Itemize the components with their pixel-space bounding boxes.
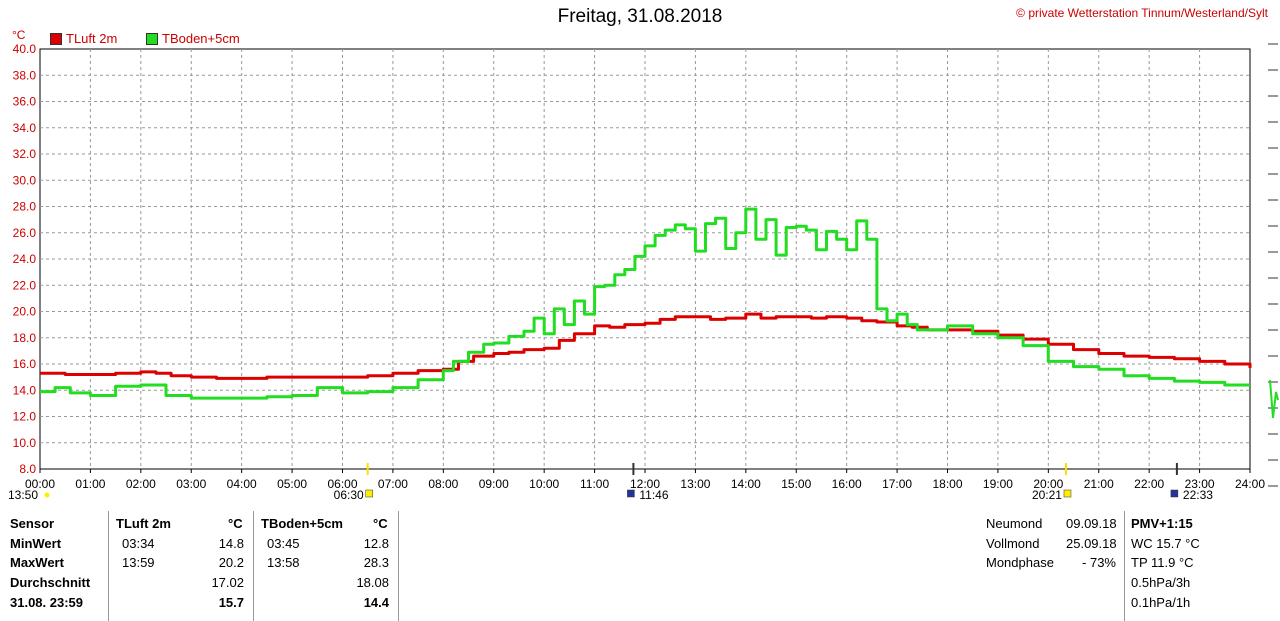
series-line-tboden bbox=[40, 207, 1250, 400]
time-marker-icon bbox=[627, 489, 635, 498]
x-tick-label: 06:00 bbox=[327, 477, 357, 491]
tboden-current-value: 14.4 bbox=[363, 595, 389, 610]
x-tick-label: 20:00 bbox=[1033, 477, 1063, 491]
x-tick-label: 15:00 bbox=[781, 477, 811, 491]
y-tick-label: 8.0 bbox=[19, 462, 36, 476]
moon-new-value: 09.09.18 bbox=[1066, 516, 1117, 531]
chart-title: Freitag, 31.08.2018 bbox=[557, 6, 723, 27]
x-tick-label: 12:00 bbox=[630, 477, 660, 491]
time-marker-icon bbox=[1170, 489, 1179, 498]
tluft-max-time: 13:59 bbox=[122, 555, 155, 570]
x-tick-label: 00:00 bbox=[25, 477, 55, 491]
start-marker-dot bbox=[44, 492, 50, 498]
x-tick-label: 07:00 bbox=[378, 477, 408, 491]
time-marker-label: 20:21 bbox=[1032, 488, 1062, 502]
y-tick-label: 22.0 bbox=[13, 278, 37, 292]
legend-swatch-tluft bbox=[50, 32, 62, 45]
tluft-current-value: 15.7 bbox=[218, 595, 244, 610]
x-tick-label: 08:00 bbox=[428, 477, 458, 491]
y-tick-label: 10.0 bbox=[13, 436, 37, 450]
x-tick-label: 03:00 bbox=[176, 477, 206, 491]
y-tick-label: 14.0 bbox=[13, 383, 37, 397]
x-tick-label: 10:00 bbox=[529, 477, 559, 491]
tboden-max-time: 13:58 bbox=[267, 555, 300, 570]
y-tick-label: 28.0 bbox=[13, 200, 37, 214]
x-tick-label: 14:00 bbox=[731, 477, 761, 491]
tluft-header: TLuft 2m bbox=[116, 516, 171, 531]
row-label-max: MaxWert bbox=[10, 555, 64, 570]
tboden-unit: °C bbox=[373, 516, 388, 531]
time-marker-icon bbox=[1063, 489, 1072, 498]
time-marker-label: 06:30 bbox=[334, 488, 364, 502]
stats-panel: Sensor TLuft 2m °C TBoden+5cm °C MinWert… bbox=[0, 511, 1280, 621]
y-tick-label: 34.0 bbox=[13, 121, 37, 135]
tluft-min-time: 03:34 bbox=[122, 536, 155, 551]
tboden-header: TBoden+5cm bbox=[261, 516, 343, 531]
tboden-min-value: 12.8 bbox=[363, 536, 389, 551]
y-tick-label: 12.0 bbox=[13, 410, 37, 424]
row-label-min: MinWert bbox=[10, 536, 62, 551]
row-label-avg: Durchschnitt bbox=[10, 575, 91, 590]
y-tick-label: 38.0 bbox=[13, 68, 37, 82]
x-tick-label: 16:00 bbox=[832, 477, 862, 491]
y-tick-label: 36.0 bbox=[13, 95, 37, 109]
moon-full-label: Vollmond bbox=[986, 536, 1040, 551]
tluft-avg-value: 17.02 bbox=[211, 575, 244, 590]
y-tick-label: 24.0 bbox=[13, 252, 37, 266]
x-tick-label: 22:00 bbox=[1134, 477, 1164, 491]
tluft-min-value: 14.8 bbox=[218, 536, 244, 551]
y-tick-label: 30.0 bbox=[13, 173, 37, 187]
x-tick-label: 21:00 bbox=[1084, 477, 1114, 491]
tboden-max-value: 28.3 bbox=[363, 555, 389, 570]
x-tick-label: 19:00 bbox=[983, 477, 1013, 491]
moon-full-value: 25.09.18 bbox=[1066, 536, 1117, 551]
legend-item-tluft: TLuft 2m bbox=[50, 31, 117, 46]
copyright-notice: © private Wetterstation Tinnum/Westerlan… bbox=[1016, 6, 1268, 20]
legend-label-tluft: TLuft 2m bbox=[66, 31, 118, 46]
x-tick-label: 24:00 bbox=[1235, 477, 1265, 491]
chart-area: 8.0 10.0 12.0 14.0 16.0 18.0 20.0 22.0 24.0 26.0 2… bbox=[8, 28, 1279, 502]
y-tick-label: 32.0 bbox=[13, 147, 37, 161]
x-tick-label: 23:00 bbox=[1185, 477, 1215, 491]
moon-phase-label: Mondphase bbox=[986, 555, 1054, 570]
y-tick-label: 20.0 bbox=[13, 305, 37, 319]
time-marker-label: 11:46 bbox=[639, 488, 668, 502]
y-tick-label: 16.0 bbox=[13, 357, 37, 371]
pressure-1h-value: 0.1hPa/1h bbox=[1131, 595, 1191, 610]
start-time-label: 13:50 bbox=[8, 488, 38, 502]
row-label-current: 31.08. 23:59 bbox=[10, 595, 84, 610]
legend-label-tboden: TBoden+5cm bbox=[162, 31, 240, 46]
x-tick-label: 05:00 bbox=[277, 477, 307, 491]
y-axis-unit: °C bbox=[12, 28, 26, 42]
x-tick-label: 01:00 bbox=[75, 477, 105, 491]
pressure-3h-value: 0.5hPa/3h bbox=[1131, 575, 1191, 590]
x-tick-label: 11:00 bbox=[580, 477, 609, 491]
time-marker-label: 22:33 bbox=[1183, 488, 1213, 502]
windchill-value: WC 15.7 °C bbox=[1131, 536, 1200, 551]
tluft-max-value: 20.2 bbox=[218, 555, 244, 570]
legend-item-tboden: TBoden+5cm bbox=[146, 31, 240, 46]
x-tick-label: 13:00 bbox=[680, 477, 710, 491]
y-tick-label: 18.0 bbox=[13, 331, 37, 345]
tboden-min-time: 03:45 bbox=[267, 536, 300, 551]
x-tick-label: 02:00 bbox=[126, 477, 156, 491]
dewpoint-value: TP 11.9 °C bbox=[1131, 555, 1194, 570]
x-tick-label: 04:00 bbox=[227, 477, 257, 491]
sensor-header: Sensor bbox=[10, 516, 55, 531]
y-tick-label: 26.0 bbox=[13, 226, 37, 240]
x-tick-label: 17:00 bbox=[882, 477, 912, 491]
x-tick-label: 09:00 bbox=[479, 477, 509, 491]
right-mini-graph bbox=[1269, 379, 1279, 419]
y-tick-label: 40.0 bbox=[13, 42, 37, 56]
tboden-avg-value: 18.08 bbox=[356, 575, 389, 590]
time-marker-icon bbox=[365, 489, 373, 498]
x-tick-label: 18:00 bbox=[932, 477, 962, 491]
moon-new-label: Neumond bbox=[986, 516, 1043, 531]
legend-swatch-tboden bbox=[146, 32, 158, 45]
moon-phase-value: - 73% bbox=[1082, 555, 1116, 570]
pmv-header: PMV+1:15 bbox=[1131, 516, 1193, 531]
tluft-unit: °C bbox=[228, 516, 243, 531]
